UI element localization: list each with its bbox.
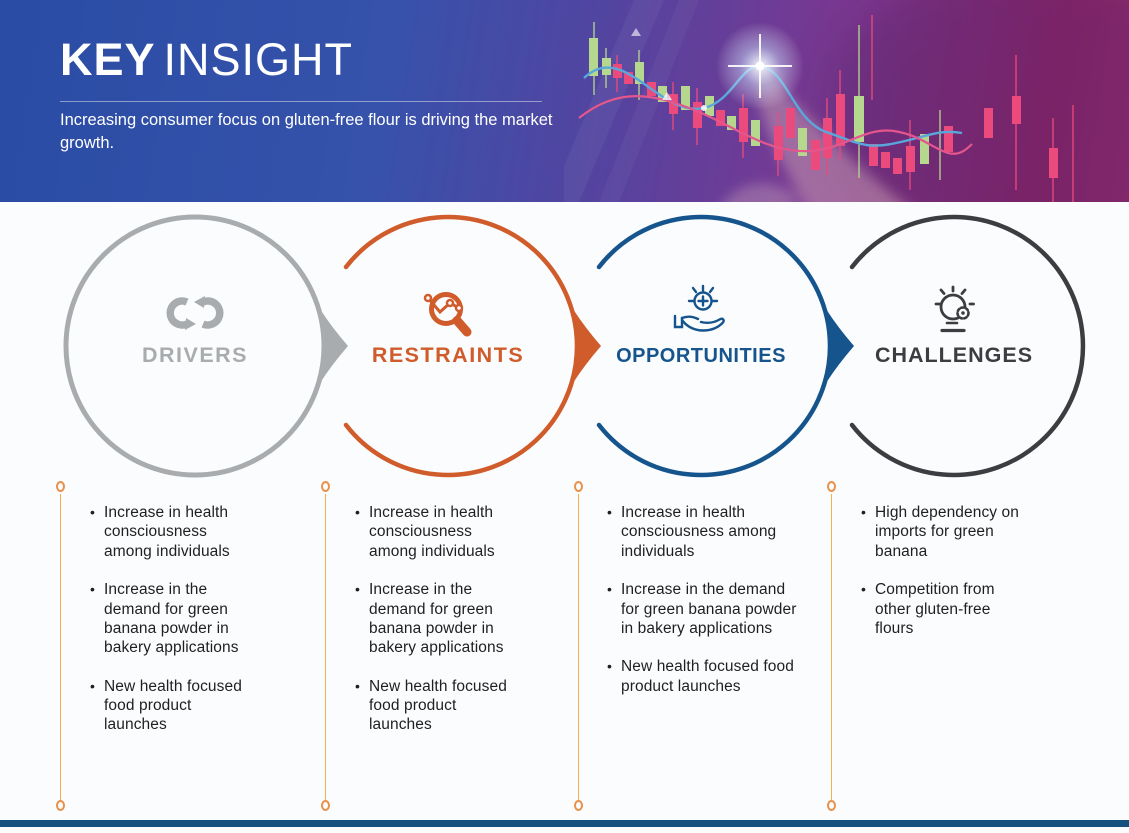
list-item: • Increase in health consciousness among … — [90, 503, 246, 561]
sync-arrows-icon — [166, 296, 224, 330]
opportunities-arrow — [810, 278, 854, 414]
connector-ring-top — [827, 481, 836, 492]
bullet-dot: • — [355, 677, 361, 694]
line-marker — [631, 28, 641, 36]
bullet-dot: • — [90, 677, 96, 694]
bullet-dot: • — [607, 504, 613, 520]
page-title: KEY INSIGHT — [60, 36, 353, 84]
list-item: • Increase in health consciousness among … — [355, 503, 511, 561]
list-item: • Increase in the demand for green banana… — [90, 580, 246, 658]
challenges-circle — [849, 214, 1086, 478]
connector-ring-top — [56, 481, 65, 492]
bullet-text: Increase in the demand for green banana … — [104, 581, 239, 657]
bullet-dot: • — [90, 504, 96, 520]
opportunities-bullets: • Increase in health consciousness among … — [607, 503, 803, 715]
connector-line — [325, 494, 326, 802]
bullet-text: High dependency on imports for green ban… — [875, 504, 1019, 560]
bullet-text: Increase in the demand for green banana … — [621, 581, 797, 637]
connector-line — [60, 494, 61, 802]
page-subtitle: Increasing consumer focus on gluten-free… — [60, 111, 553, 152]
drivers-arrow — [304, 278, 348, 414]
bullet-dot: • — [607, 581, 613, 598]
bullet-text: New health focused food product launches — [104, 677, 242, 734]
bulb-gear-icon — [934, 285, 975, 333]
glow-highlight — [716, 22, 804, 110]
bullet-dot: • — [90, 581, 96, 598]
challenges-label: CHALLENGES — [875, 343, 1033, 367]
bullet-text: Increase in the demand for green banana … — [369, 581, 504, 657]
connector-ring-bottom — [827, 800, 836, 811]
list-item: • New health focused food product launche… — [90, 677, 246, 735]
list-item: • Competition from other gluten-free flou… — [861, 580, 1029, 638]
opportunities-label: OPPORTUNITIES — [616, 345, 786, 367]
bullet-text: Increase in health consciousness among i… — [369, 504, 495, 560]
bullet-dot: • — [861, 504, 867, 520]
list-item: • High dependency on imports for green ba… — [861, 503, 1029, 561]
bullet-dot: • — [607, 658, 613, 675]
hand-sun-icon — [673, 284, 725, 332]
connector-ring-top — [321, 481, 330, 492]
bullet-text: Competition from other gluten-free flour… — [875, 581, 995, 637]
bullet-text: New health focused food product launches — [369, 677, 507, 734]
list-item: • Increase in the demand for green banana… — [355, 580, 511, 658]
drivers-bullets: • Increase in health consciousness among … — [90, 503, 246, 754]
bullet-text: New health focused food product launches — [621, 658, 794, 695]
title-divider — [60, 101, 542, 102]
connector-ring-top — [574, 481, 583, 492]
connector-line — [578, 494, 579, 802]
footer-bar — [0, 820, 1129, 827]
connector-ring-bottom — [56, 800, 65, 811]
drivers-label: DRIVERS — [142, 343, 248, 367]
bullet-dot: • — [355, 504, 361, 520]
header-banner: KEY INSIGHT Increasing consumer focus on … — [0, 0, 1129, 202]
line-marker — [662, 92, 672, 100]
process-circles: DRIVERS RESTRAINTS OPPORTUNITIES CHALLEN… — [63, 214, 1086, 478]
light-streak — [599, 0, 699, 202]
line-marker — [701, 105, 707, 111]
connector-ring-bottom — [574, 800, 583, 811]
list-item: • Increase in the demand for green banana… — [607, 580, 803, 638]
bullet-text: Increase in health consciousness among i… — [621, 504, 777, 560]
bullet-text: Increase in health consciousness among i… — [104, 504, 230, 560]
magnifier-chart-icon — [423, 292, 472, 337]
hand-silhouette — [724, 59, 902, 202]
page-title-light: INSIGHT — [163, 34, 354, 85]
stock-chart-art — [564, 0, 1129, 202]
bullet-dot: • — [861, 581, 867, 598]
connector-ring-bottom — [321, 800, 330, 811]
restraints-bullets: • Increase in health consciousness among … — [355, 503, 511, 754]
list-item: • Increase in health consciousness among … — [607, 503, 803, 561]
connector-line — [831, 494, 832, 802]
restraints-label: RESTRAINTS — [372, 343, 524, 367]
bullet-dot: • — [355, 581, 361, 598]
page-title-bold: KEY — [60, 34, 156, 85]
list-item: • New health focused food product launche… — [607, 657, 803, 696]
restraints-arrow — [557, 278, 601, 414]
background-swirl — [824, 0, 1129, 202]
challenges-bullets: • High dependency on imports for green ba… — [861, 503, 1029, 657]
list-item: • New health focused food product launche… — [355, 677, 511, 735]
